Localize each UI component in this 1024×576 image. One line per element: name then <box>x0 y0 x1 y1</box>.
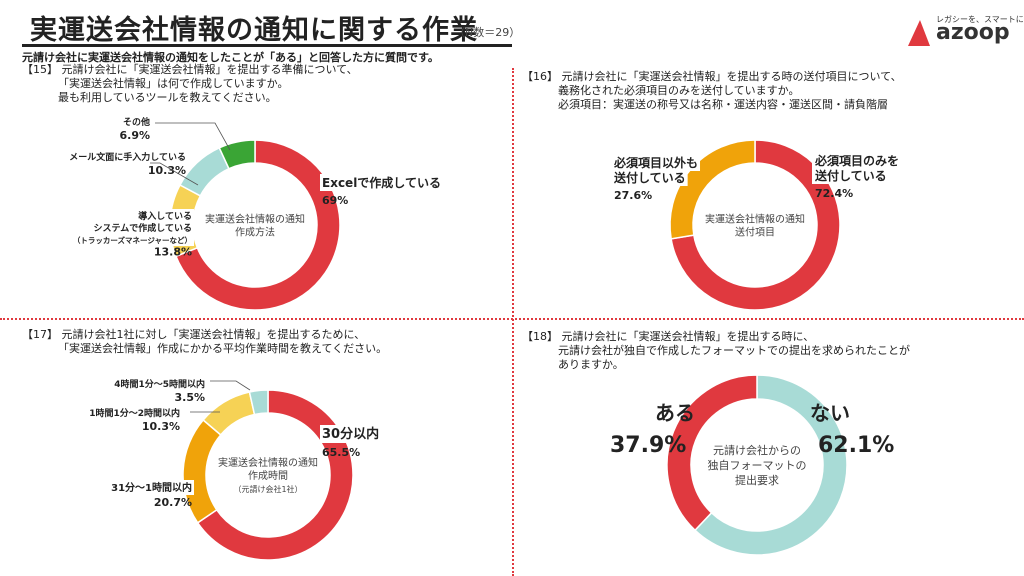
q17-label-1: 31分～1時間以内 20.7% <box>109 480 194 509</box>
sample-size-note: （N数＝29） <box>454 26 521 39</box>
q16-value-1: 27.6% <box>614 189 652 202</box>
question-16-line-2: 義務化された必須項目のみを送付していますか。 <box>558 84 800 97</box>
q16-value-0: 72.4% <box>815 187 853 200</box>
q18-value-0: 62.1% <box>818 433 894 458</box>
q16-slice-0 <box>670 139 841 311</box>
q15-value-1: 13.8% <box>154 246 192 259</box>
q15-center-label-0: 実運送会社情報の通知 <box>205 213 305 226</box>
q15-label-1-line-0: 導入している <box>138 210 192 222</box>
q17-value-3: 3.5% <box>174 391 205 404</box>
q16-label-1-line-1: 送付している <box>613 170 686 185</box>
q16-label-1-line-0: 必須項目以外も <box>613 155 698 170</box>
q18-label-0-line-0: ない <box>810 401 850 425</box>
intro-text: 元請け会社に実運送会社情報の通知をしたことが「ある」と回答した方に質問です。 <box>22 51 439 64</box>
q17-value-1: 20.7% <box>154 496 192 509</box>
q18-center-label-1: 独自フォーマットの <box>708 459 807 472</box>
q17-slice-0 <box>196 389 354 561</box>
q17-label-1-line-0: 31分～1時間以内 <box>111 481 192 494</box>
azoop-logo: レガシーを、スマートに。 azoop <box>906 14 1024 50</box>
q16-chart: 実運送会社情報の通知送付項目必須項目のみを送付している72.4%必須項目以外も送… <box>611 139 902 311</box>
logo-tagline: レガシーを、スマートに。 <box>936 15 1024 24</box>
q17-label-0: 30分以内 65.5% <box>320 425 382 459</box>
q15-leader-other <box>155 122 231 151</box>
question-18-line-3: ありますか。 <box>558 358 624 371</box>
question-15-line-2: 「実運送会社情報」は何で作成していますか。 <box>58 77 289 90</box>
q15-center-label-1: 作成方法 <box>235 226 275 239</box>
question-15: 【15】 元請け会社に「実運送会社情報」を提出する準備について、 「実運送会社情… <box>22 63 358 105</box>
q17-leader-4h <box>210 380 251 391</box>
q17-center-label-0: 実運送会社情報の通知 <box>218 456 318 469</box>
page-title: 実運送会社情報の通知に関する作業 <box>30 15 478 46</box>
question-18: 【18】 元請け会社に「実運送会社情報」を提出する時に、 元請け会社が独自で作成… <box>522 330 910 372</box>
q15-leader-mail <box>150 162 199 186</box>
q17-label-0-line-0: 30分以内 <box>322 426 379 442</box>
question-16-line-3: 必須項目：実運送の称号又は名称・運送内容・運送区間・請負階層 <box>558 98 888 111</box>
q17-value-0: 65.5% <box>322 446 360 459</box>
horizontal-divider <box>0 318 1024 320</box>
q15-label-1-line-1: システムで作成している <box>94 222 192 234</box>
q17-label-3-line-0: 4時間1分～5時間以内 <box>114 378 205 390</box>
question-18-line-2: 元請け会社が独自で作成したフォーマットでの提出を求められたことが <box>558 344 910 357</box>
logo-mark-icon <box>908 20 930 46</box>
q16-center-label-1: 送付項目 <box>735 226 775 239</box>
question-15-line-3: 最も利用しているツールを教えてください。 <box>58 91 277 104</box>
vertical-divider <box>512 68 514 576</box>
question-18-line-1: 【18】 元請け会社に「実運送会社情報」を提出する時に、 <box>522 330 815 343</box>
q17-center-label-2: （元請け会社1社） <box>233 484 302 494</box>
q18-value-1: 37.9% <box>610 433 686 458</box>
q18-slice-0 <box>693 374 848 556</box>
question-15-line-1: 【15】 元請け会社に「実運送会社情報」を提出する準備について、 <box>22 63 358 76</box>
q16-slice-1 <box>669 139 756 240</box>
q18-center-label-2: 提出要求 <box>735 473 779 487</box>
q17-center-label-1: 作成時間 <box>248 470 288 482</box>
q15-label-2-line-0: メール文面に手入力している <box>69 151 186 163</box>
q16-center-label-0: 実運送会社情報の通知 <box>705 213 805 226</box>
q17-value-2: 10.3% <box>142 420 180 433</box>
question-17: 【17】 元請け会社1社に対し「実運送会社情報」を提出するために、 「実運送会社… <box>22 328 387 356</box>
q15-label-1-line-2: （トラッカーズマネージャーなど） <box>73 235 192 245</box>
q18-slice-1 <box>666 374 758 532</box>
q15-slice-0 <box>174 139 341 311</box>
q15-value-2: 10.3% <box>148 164 186 177</box>
q15-value-0: 69% <box>322 194 348 207</box>
q15-label-3-line-0: その他 <box>123 116 150 128</box>
q18-label-0: ない 62.1% <box>810 401 894 458</box>
q16-label-0-line-0: 必須項目のみを <box>814 153 899 168</box>
q16-label-0-line-1: 送付している <box>814 168 887 183</box>
q18-label-1: ある 37.9% <box>610 401 695 458</box>
q18-label-1-line-0: ある <box>655 401 695 425</box>
q18-center-label-0: 元請け会社からの <box>713 443 801 457</box>
question-17-line-2: 「実運送会社情報」作成にかかる平均作業時間を教えてください。 <box>58 342 388 355</box>
title-underline <box>22 44 512 47</box>
q15-label-0: Excelで作成している 69% <box>320 174 443 207</box>
question-16-line-1: 【16】 元請け会社に「実運送会社情報」を提出する時の送付項目について、 <box>522 70 902 83</box>
q17-slice-3 <box>248 389 269 416</box>
question-16: 【16】 元請け会社に「実運送会社情報」を提出する時の送付項目について、 義務化… <box>522 70 902 112</box>
logo-wordmark: azoop <box>936 20 1010 45</box>
q15-value-3: 6.9% <box>119 129 150 142</box>
q15-label-0-line-0: Excelで作成している <box>322 175 441 190</box>
question-17-line-1: 【17】 元請け会社1社に対し「実運送会社情報」を提出するために、 <box>22 328 366 341</box>
q17-label-2-line-0: 1時間1分～2時間以内 <box>89 407 180 419</box>
